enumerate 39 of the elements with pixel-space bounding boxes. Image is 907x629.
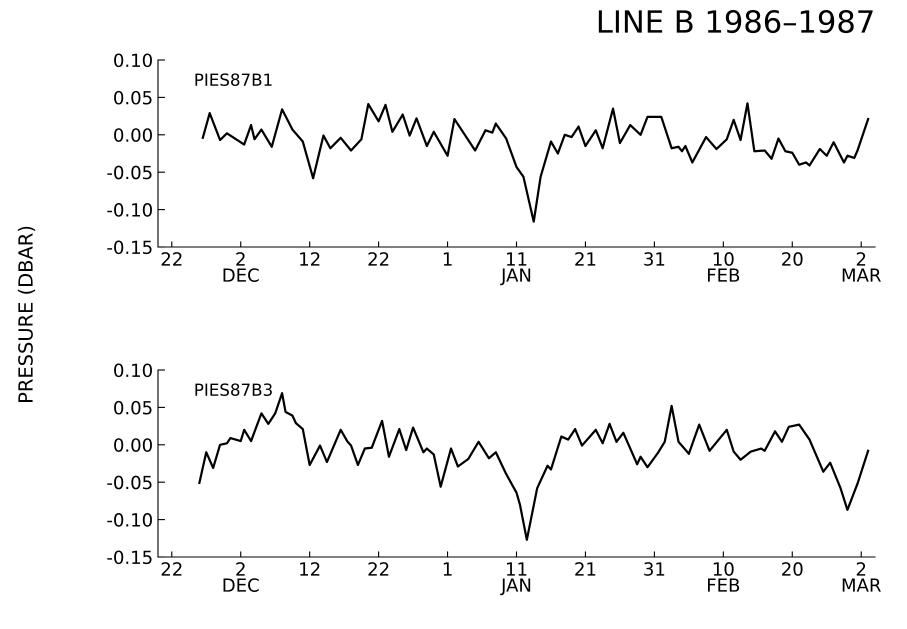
- x-tick-label: 12: [300, 562, 320, 576]
- x-tick-label: 31: [644, 562, 664, 576]
- y-tick-label: -0.05: [107, 166, 152, 180]
- x-tick-label: 22: [162, 562, 182, 576]
- x-tick-label: 31: [644, 252, 664, 266]
- x-tick-label: 22: [368, 252, 388, 266]
- x-tick-label: 22: [162, 252, 182, 266]
- x-tick-label: 10 FEB: [708, 252, 740, 282]
- line-series: [202, 102, 870, 223]
- y-tick-label: -0.10: [107, 203, 152, 217]
- y-axis-title: PRESSURE (DBAR): [18, 226, 36, 402]
- series-label: PIES87B1: [195, 73, 272, 86]
- x-tick-label: 1: [444, 252, 452, 266]
- x-tick-label: 21: [575, 562, 596, 576]
- x-tick-label: 11 JAN: [500, 252, 530, 286]
- x-tick-label: 2 DEC: [224, 252, 259, 282]
- x-tick-label: 2 DEC: [224, 562, 259, 592]
- y-tick-label: -0.10: [107, 513, 152, 527]
- y-tick-label: 0.10: [114, 363, 152, 378]
- y-tick-label: 0.00: [114, 438, 152, 452]
- x-tick-label: 20: [782, 562, 803, 576]
- y-tick-label: -0.05: [107, 476, 152, 490]
- x-tick-label: 2 MAR: [842, 562, 881, 592]
- x-tick-label: 1: [444, 562, 452, 576]
- y-tick-label: 0.05: [114, 90, 152, 105]
- chart-title: LINE B 1986–1987: [598, 10, 873, 34]
- x-tick-label: 20: [782, 252, 803, 266]
- x-tick-label: 11 JAN: [500, 562, 530, 596]
- x-tick-label: 2 MAR: [842, 252, 881, 282]
- y-tick-label: 0.05: [114, 400, 152, 415]
- y-tick-label: -0.15: [107, 240, 152, 254]
- x-tick-label: 12: [300, 252, 320, 266]
- y-tick-label: -0.15: [107, 550, 152, 564]
- x-tick-label: 10 FEB: [708, 562, 740, 592]
- x-tick-label: 22: [368, 562, 388, 576]
- x-tick-label: 21: [575, 252, 596, 266]
- series-label: PIES87B3: [195, 383, 272, 396]
- y-tick-label: 0.00: [114, 128, 152, 142]
- y-tick-label: 0.10: [114, 53, 152, 68]
